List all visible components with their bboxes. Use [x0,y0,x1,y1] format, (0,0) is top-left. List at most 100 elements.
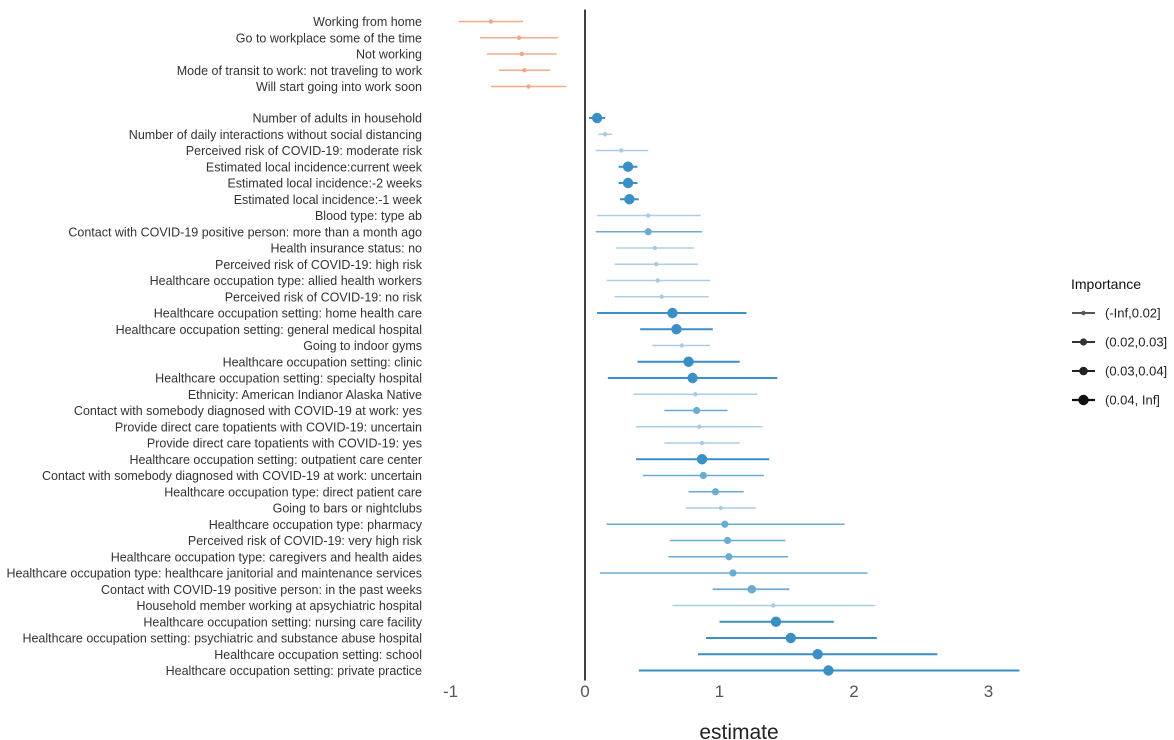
legend-entry-label: (-Inf,0.02] [1105,306,1161,321]
estimate-point [591,112,603,124]
row-label: Health insurance status: no [271,242,423,256]
row-label: Ethnicity: American Indianor Alaska Nati… [188,388,422,402]
estimate-point [725,553,733,561]
estimate-point [771,603,776,608]
estimate-point [659,294,664,299]
estimate-point [671,324,682,335]
row-label: Perceived risk of COVID-19: no risk [225,290,423,304]
row-label: Household member working at apsychiatric… [136,599,422,613]
estimate-point [721,520,729,528]
row-labels: Working from home Go to workplace some of… [6,15,422,678]
legend-entry-label: (0.04, Inf] [1105,393,1160,408]
x-tick-label: -1 [443,682,458,701]
row-label: Perceived risk of COVID-19: very high ri… [188,534,423,548]
estimate-point [667,307,678,319]
row-label: Going to bars or nightclubs [273,502,422,516]
plot-marks [458,19,1020,676]
row-label: Go to workplace some of the time [236,31,422,45]
legend-key-point [1078,394,1089,406]
estimate-point [602,132,608,137]
estimate-point [519,51,524,57]
row-label: Healthcare occupation type: direct patie… [164,485,422,499]
estimate-point [654,262,659,267]
row-label: Estimated local incidence:-1 week [234,193,423,207]
row-label: Mode of transit to work: not traveling t… [177,64,423,78]
legend-key-point [1079,366,1088,376]
row-label: Perceived risk of COVID-19: moderate ris… [186,144,423,158]
row-label: Will start going into work soon [256,80,422,94]
legend-entry-label: (0.02,0.03] [1105,335,1167,350]
estimate-point [622,177,634,189]
legend: Importance (-Inf,0.02] (0.02,0.03] (0.03,0… [1071,276,1167,408]
row-label: Number of daily interactions without soc… [129,128,422,142]
estimate-point [624,194,635,205]
estimate-point [711,488,720,496]
row-label: Healthcare occupation setting: school [214,648,422,662]
estimate-point [646,213,651,218]
estimate-point [770,616,782,627]
legend-key-point [1081,310,1086,316]
row-label: Healthcare occupation setting: specialty… [155,372,422,386]
row-label: Perceived risk of COVID-19: high risk [215,258,423,272]
row-label: Contact with somebody diagnosed with COV… [74,404,422,418]
legend-title: Importance [1071,276,1141,292]
estimate-point [619,148,624,153]
x-axis-ticks: -1 0 1 2 3 [443,682,993,701]
estimate-point [697,424,702,429]
legend-entries: (-Inf,0.02] (0.02,0.03] (0.03,0.04] (0.04, … [1072,306,1167,408]
estimate-point [699,440,705,446]
estimate-point [723,536,732,545]
estimate-point [696,454,708,465]
row-label: Healthcare occupation setting: general m… [116,323,422,337]
row-label: Healthcare occupation setting: psychiatr… [22,632,422,646]
row-label: Healthcare occupation type: pharmacy [209,518,423,532]
estimate-point [812,649,823,660]
row-label: Provide direct care topatients with COVI… [115,420,422,434]
estimate-point [823,665,834,676]
row-label: Not working [356,48,422,62]
row-label: Estimated local incidence:current week [206,160,423,174]
x-tick-label: 2 [849,682,858,701]
estimate-point [683,356,694,367]
legend-entry-label: (0.03,0.04] [1105,364,1167,379]
row-label: Contact with COVID-19 positive person: i… [101,583,422,597]
estimate-point [785,632,796,644]
x-tick-label: 1 [715,682,724,701]
row-label: Blood type: type ab [315,209,422,223]
row-label: Healthcare occupation type: caregivers a… [111,550,422,564]
row-label: Healthcare occupation setting: nursing c… [143,615,422,629]
row-label: Estimated local incidence:-2 weeks [227,177,422,191]
estimate-point [516,35,522,40]
x-tick-label: 3 [984,682,993,701]
estimate-point [699,471,707,480]
legend-key-point [1079,338,1088,346]
estimate-point [622,161,634,172]
row-label: Contact with COVID-19 positive person: m… [68,225,422,239]
row-label: Going to indoor gyms [303,339,422,353]
row-label: Contact with somebody diagnosed with COV… [42,469,422,483]
estimate-point [693,392,698,397]
estimate-point [655,278,660,283]
estimate-point [522,68,527,73]
row-label: Healthcare occupation setting: clinic [223,355,422,369]
estimate-point [693,406,701,415]
row-label: Healthcare occupation setting: home heal… [154,307,422,321]
estimate-point [687,372,698,384]
row-label: Healthcare occupation setting: private p… [166,664,422,678]
estimate-point [526,84,531,89]
row-label: Healthcare occupation type: allied healt… [150,274,422,288]
estimate-point [679,343,685,348]
estimate-point [718,505,724,511]
row-label: Provide direct care topatients with COVI… [147,437,422,451]
x-tick-label: 0 [580,682,589,701]
estimate-point [652,245,658,251]
estimate-point [644,228,652,236]
row-label: Number of adults in household [252,112,422,126]
row-label: Working from home [313,15,422,29]
estimate-point [729,569,737,577]
estimate-point [488,19,494,24]
row-label: Healthcare occupation type: healthcare j… [6,567,422,581]
x-axis-title: estimate [699,721,778,740]
estimate-point [747,584,757,594]
